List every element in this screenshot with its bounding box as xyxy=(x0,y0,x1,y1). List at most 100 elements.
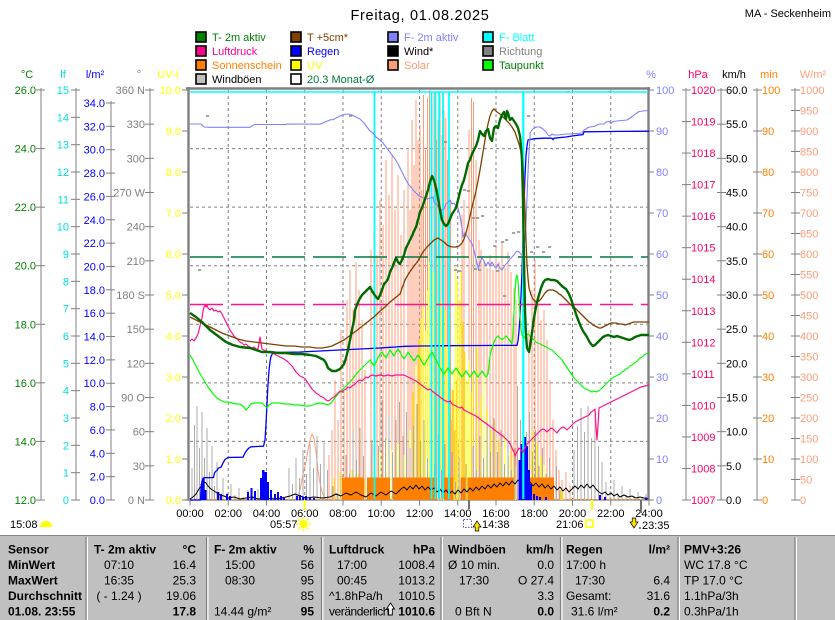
svg-text:70: 70 xyxy=(762,208,774,220)
svg-text:1010: 1010 xyxy=(691,400,715,412)
svg-text:UV-I: UV-I xyxy=(157,69,178,81)
svg-text:10: 10 xyxy=(762,454,774,466)
svg-text:00:45: 00:45 xyxy=(337,574,367,588)
svg-text:5: 5 xyxy=(63,358,69,370)
svg-text:Regen: Regen xyxy=(307,46,339,58)
svg-text:l/m²: l/m² xyxy=(86,69,105,81)
svg-text:TP 17.0 °C: TP 17.0 °C xyxy=(684,574,743,588)
svg-text:0 Bft N: 0 Bft N xyxy=(455,605,492,619)
svg-text:1020: 1020 xyxy=(691,85,715,97)
svg-text:km/h: km/h xyxy=(722,69,746,81)
svg-text:60: 60 xyxy=(133,427,145,439)
svg-text:20: 20 xyxy=(656,413,668,425)
svg-text:20.3 Monat-Ø: 20.3 Monat-Ø xyxy=(307,74,375,86)
svg-text:07:10: 07:10 xyxy=(104,558,134,572)
svg-text:10.0: 10.0 xyxy=(84,378,105,390)
svg-text:30.0: 30.0 xyxy=(726,290,747,302)
svg-text:100: 100 xyxy=(656,85,674,97)
svg-text:Taupunkt: Taupunkt xyxy=(499,60,544,72)
svg-text:^1.8hPa/h: ^1.8hPa/h xyxy=(329,589,383,603)
svg-text:19.06: 19.06 xyxy=(166,589,196,603)
svg-text:15.0: 15.0 xyxy=(726,393,747,405)
svg-text:120: 120 xyxy=(127,358,145,370)
svg-text:MA - Seckenheim: MA - Seckenheim xyxy=(745,8,831,20)
svg-text:14: 14 xyxy=(57,112,69,124)
svg-text:UV: UV xyxy=(307,60,323,72)
svg-text:°C: °C xyxy=(21,69,33,81)
svg-text:00:00: 00:00 xyxy=(176,508,204,520)
svg-text:22.0: 22.0 xyxy=(84,238,105,250)
svg-text:1013: 1013 xyxy=(691,306,715,318)
svg-text:MaxWert: MaxWert xyxy=(8,574,58,588)
svg-text:200: 200 xyxy=(800,413,818,425)
svg-text:min: min xyxy=(760,69,778,81)
svg-text:1015: 1015 xyxy=(691,243,715,255)
svg-text:0.3hPa/1h: 0.3hPa/1h xyxy=(684,605,739,619)
svg-text:Sensor: Sensor xyxy=(8,543,49,557)
svg-text:95: 95 xyxy=(301,574,315,588)
svg-text:85: 85 xyxy=(301,589,315,603)
svg-text:Richtung: Richtung xyxy=(499,46,542,58)
svg-text:270 W: 270 W xyxy=(113,188,145,200)
svg-text:26.0: 26.0 xyxy=(15,85,36,97)
svg-text:0.0: 0.0 xyxy=(166,495,181,507)
svg-text:22.0: 22.0 xyxy=(15,202,36,214)
svg-text:3: 3 xyxy=(63,413,69,425)
svg-text:10: 10 xyxy=(656,454,668,466)
svg-text:5.0: 5.0 xyxy=(166,290,181,302)
svg-text:14.0: 14.0 xyxy=(15,436,36,448)
svg-text:600: 600 xyxy=(800,249,818,261)
svg-text:210: 210 xyxy=(127,256,145,268)
svg-text:30: 30 xyxy=(762,372,774,384)
svg-text:24.0: 24.0 xyxy=(84,215,105,227)
svg-text:O 27.4: O 27.4 xyxy=(518,574,554,588)
svg-text:20.0: 20.0 xyxy=(15,261,36,273)
svg-text:04:00: 04:00 xyxy=(253,508,281,520)
svg-text:18.0: 18.0 xyxy=(84,285,105,297)
svg-text:6.0: 6.0 xyxy=(90,425,105,437)
svg-text:1017: 1017 xyxy=(691,180,715,192)
svg-text:20:00: 20:00 xyxy=(559,508,587,520)
svg-text:30: 30 xyxy=(656,372,668,384)
svg-text:12.0: 12.0 xyxy=(84,355,105,367)
svg-text:1010.6: 1010.6 xyxy=(398,605,435,619)
svg-text:550: 550 xyxy=(800,270,818,282)
svg-text:1016: 1016 xyxy=(691,211,715,223)
svg-text:20.0: 20.0 xyxy=(726,358,747,370)
svg-text:Durchschnitt: Durchschnitt xyxy=(8,589,82,603)
svg-text:25.0: 25.0 xyxy=(726,324,747,336)
svg-text:800: 800 xyxy=(800,167,818,179)
svg-text:4.0: 4.0 xyxy=(90,448,105,460)
svg-text:12:00: 12:00 xyxy=(406,508,434,520)
svg-text:08:00: 08:00 xyxy=(329,508,357,520)
svg-text:1018: 1018 xyxy=(691,148,715,160)
svg-text:22:00: 22:00 xyxy=(597,508,625,520)
svg-text:750: 750 xyxy=(800,188,818,200)
svg-text:Regen: Regen xyxy=(566,543,603,557)
svg-text:90 O: 90 O xyxy=(121,393,145,405)
svg-text:95: 95 xyxy=(301,605,315,619)
svg-text:70: 70 xyxy=(656,208,668,220)
svg-text:28.0: 28.0 xyxy=(84,168,105,180)
svg-text:30.0: 30.0 xyxy=(84,145,105,157)
svg-text:MinWert: MinWert xyxy=(8,558,55,572)
svg-text:180 S: 180 S xyxy=(116,290,145,302)
svg-text:40.0: 40.0 xyxy=(726,222,747,234)
svg-text:WC 17.8 °C: WC 17.8 °C xyxy=(684,558,748,572)
svg-text:30: 30 xyxy=(133,461,145,473)
svg-text:15:00: 15:00 xyxy=(225,558,255,572)
svg-text:10:00: 10:00 xyxy=(367,508,395,520)
svg-text:60: 60 xyxy=(656,249,668,261)
svg-text:250: 250 xyxy=(800,393,818,405)
svg-text:1013.2: 1013.2 xyxy=(398,574,435,588)
svg-text:240: 240 xyxy=(127,222,145,234)
svg-text:360 N: 360 N xyxy=(116,85,145,97)
svg-text:F- 2m aktiv: F- 2m aktiv xyxy=(214,543,277,557)
svg-text:15: 15 xyxy=(57,85,69,97)
svg-text:Ø 10 min.: Ø 10 min. xyxy=(448,558,500,572)
svg-text:2: 2 xyxy=(63,440,69,452)
svg-text:°: ° xyxy=(137,69,141,81)
svg-text:35.0: 35.0 xyxy=(726,256,747,268)
svg-text:100: 100 xyxy=(762,85,780,97)
svg-text:Solar: Solar xyxy=(404,60,430,72)
